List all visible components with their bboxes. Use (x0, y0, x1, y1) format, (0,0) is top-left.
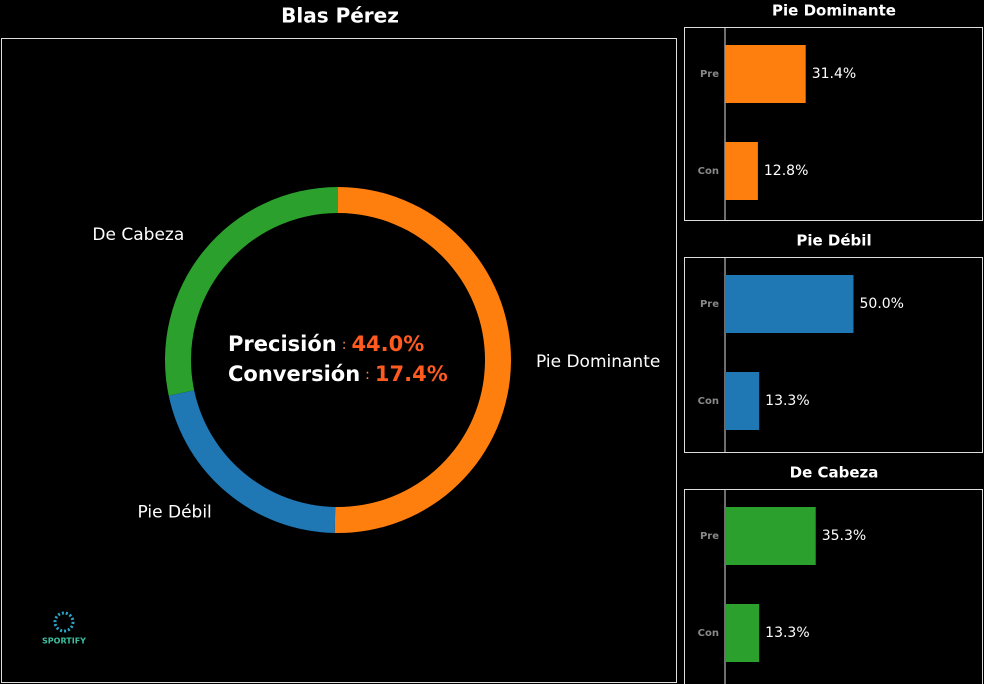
y-tick-label: Pre (700, 531, 719, 542)
y-tick-label: Con (698, 628, 719, 639)
annotation-separator: : (365, 367, 370, 383)
donut-segment (334, 186, 512, 534)
logo-icon (53, 611, 75, 633)
annotation-separator: : (342, 337, 347, 353)
panel-frame (684, 27, 983, 221)
bar (725, 372, 760, 430)
y-tick-label: Con (698, 166, 719, 177)
donut-segment (168, 390, 336, 533)
donut-panel (1, 38, 677, 683)
panel-title: Pie Dominante (772, 2, 896, 20)
value-label: 13.3% (765, 393, 809, 409)
y-tick-label: Pre (700, 299, 719, 310)
panel-frame (684, 257, 983, 453)
bar (725, 507, 816, 565)
segment-label: De Cabeza (92, 225, 184, 245)
donut-segment (165, 187, 338, 396)
center-annotation: Precisión:44.0% (228, 332, 424, 356)
annotation-label: Precisión (228, 332, 337, 356)
panel-frame (684, 489, 983, 684)
y-tick-label: Pre (700, 69, 719, 80)
value-label: 50.0% (860, 296, 904, 312)
segment-label: Pie Débil (138, 503, 212, 523)
bar (725, 142, 758, 200)
panel-title: De Cabeza (790, 464, 879, 482)
value-label: 13.3% (765, 625, 809, 641)
bar (725, 275, 854, 333)
value-label: 12.8% (764, 163, 808, 179)
segment-label: Pie Dominante (536, 352, 660, 372)
annotation-value: 17.4% (375, 362, 448, 386)
center-annotation: Conversión:17.4% (228, 362, 448, 386)
bar (725, 45, 806, 103)
annotation-label: Conversión (228, 362, 360, 386)
value-label: 31.4% (812, 66, 856, 82)
chart-title: Blas Pérez (281, 4, 399, 28)
annotation-value: 44.0% (351, 332, 424, 356)
bar (725, 604, 760, 662)
logo-text: SPORTIFY (42, 637, 86, 646)
y-tick-label: Con (698, 396, 719, 407)
value-label: 35.3% (822, 528, 866, 544)
panel-title: Pie Débil (796, 232, 871, 250)
